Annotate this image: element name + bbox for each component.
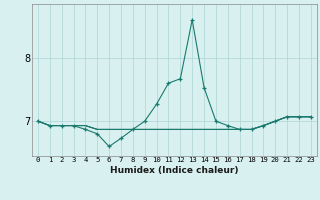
X-axis label: Humidex (Indice chaleur): Humidex (Indice chaleur) bbox=[110, 166, 239, 175]
